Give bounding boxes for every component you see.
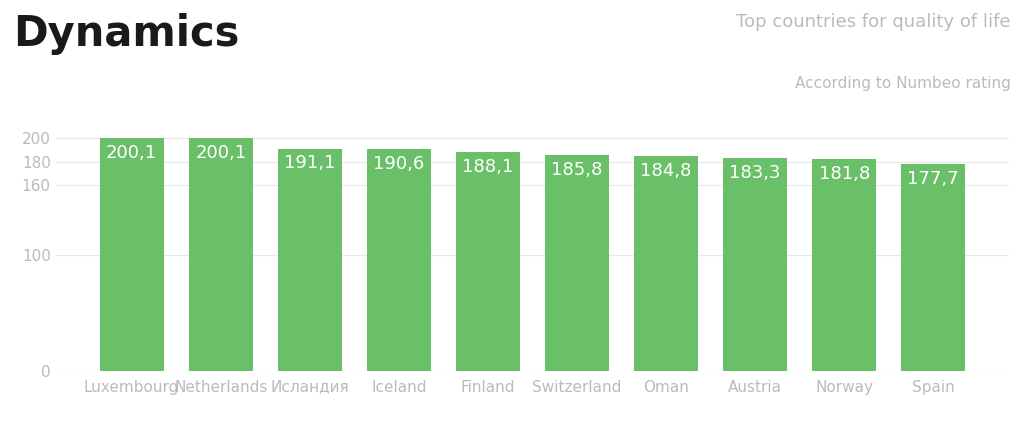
Text: 177,7: 177,7 <box>907 170 959 188</box>
Bar <box>901 164 966 371</box>
Text: 191,1: 191,1 <box>284 154 336 173</box>
Text: 200,1: 200,1 <box>106 144 158 162</box>
Text: 200,1: 200,1 <box>196 144 247 162</box>
Text: Top countries for quality of life: Top countries for quality of life <box>736 13 1011 31</box>
Bar <box>545 155 609 371</box>
Bar <box>634 156 698 371</box>
Text: 188,1: 188,1 <box>462 158 514 176</box>
Bar <box>99 138 164 371</box>
Text: 185,8: 185,8 <box>551 161 603 179</box>
Text: According to Numbeo rating: According to Numbeo rating <box>795 76 1011 91</box>
Text: 190,6: 190,6 <box>374 155 425 173</box>
Text: 184,8: 184,8 <box>640 162 692 180</box>
Bar <box>278 149 342 371</box>
Bar <box>188 138 253 371</box>
Text: 181,8: 181,8 <box>818 165 869 183</box>
Text: Dynamics: Dynamics <box>13 13 240 55</box>
Text: 183,3: 183,3 <box>729 164 781 181</box>
Bar <box>723 158 787 371</box>
Bar <box>812 160 877 371</box>
Bar <box>456 152 520 371</box>
Bar <box>367 149 431 371</box>
